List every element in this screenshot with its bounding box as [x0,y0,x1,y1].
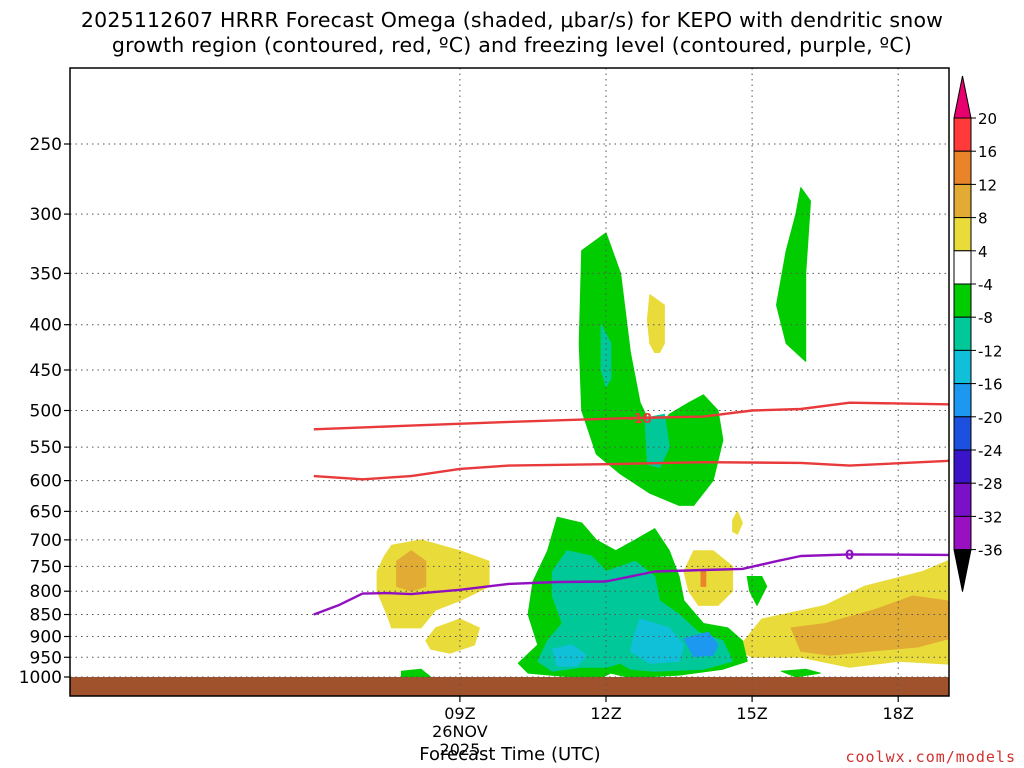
colorbar-swatch [953,349,972,385]
y-tick-label: 1000 [19,668,62,688]
omega-region [746,576,768,606]
colorbar-label: -36 [978,542,1003,560]
y-tick-label: 550 [30,438,62,458]
colorbar-label: -28 [978,475,1003,493]
chart-title-line-1: 2025112607 HRRR Forecast Omega (shaded, … [80,8,944,32]
x-tick-label: 09Z [444,704,475,723]
colorbar-swatch [953,217,972,252]
omega-region [776,187,811,362]
x-axis-ticks: 09Z26NOV202512Z15Z18Z21Z00Z27NOV [432,696,914,759]
omega-region [551,644,587,667]
x-tick-label: 12Z [590,704,621,723]
omega-region [646,294,665,353]
colorbar-label: -12 [978,342,1003,360]
colorbar-label: -4 [978,276,993,294]
x-axis-label: Forecast Time (UTC) [419,744,601,765]
colorbar-swatch [953,449,972,484]
colorbar-label: -8 [978,309,993,327]
omega-region [732,510,743,535]
omega-shading [376,187,1024,679]
colorbar-label: 12 [978,176,997,194]
omega-region [790,595,949,656]
contour-lines: -18-18-120 [313,401,949,616]
colorbar-swatch [953,515,972,551]
x-tick-date: 26NOV [432,722,488,741]
y-tick-label: 800 [30,582,62,602]
colorbar-swatch [953,482,972,517]
y-tick-label: 500 [30,402,62,422]
chart-grid [70,68,949,696]
colorbar-label: 4 [978,243,988,261]
x-tick-label: 18Z [883,704,914,723]
y-tick-label: 750 [30,557,62,577]
omega-region [644,413,670,469]
colorbar-label: -24 [978,442,1003,460]
isotherm-line [313,459,949,481]
omega-region [629,618,685,664]
omega-region [683,550,734,606]
y-tick-label: 400 [30,316,62,336]
isotherm-line [313,553,949,616]
y-tick-label: 850 [30,606,62,626]
colorbar-label: -20 [978,409,1003,427]
colorbar-swatch [953,183,972,219]
y-tick-label: 650 [30,502,62,522]
omega-region [780,668,821,678]
colorbar-swatch [953,250,972,285]
credit-link[interactable]: coolwx.com/models [845,748,1016,766]
colorbar-swatch [953,150,972,185]
omega-region [425,618,480,654]
colorbar-label: 16 [978,143,997,161]
y-axis-ticks: 2503003504004505005506006507007508008509… [19,135,70,688]
colorbar-swatch [953,117,972,152]
colorbar-label: 8 [978,210,988,228]
colorbar-label: 20 [978,110,997,128]
omega-region [1015,551,1024,672]
colorbar: 20 16 12 8 4 -4 -8 -12 -16 -20 -24 -28 -32 -36 [953,75,1003,592]
colorbar-swatch [953,416,972,451]
x-tick-label: 15Z [736,704,767,723]
omega-region [700,571,707,587]
colorbar-swatch [953,383,972,418]
isotherm-label: 0 [845,548,854,563]
isotherm-label: -18 [628,412,652,427]
chart-title-line-2: growth region (contoured, red, ºC) and f… [111,33,913,57]
y-tick-label: 350 [30,264,62,284]
y-tick-label: 700 [30,531,62,551]
y-tick-label: 250 [30,135,62,155]
omega-region [396,550,427,592]
colorbar-label: -32 [978,508,1003,526]
omega-region [578,232,724,506]
x-tick-year: 2025 [440,740,481,759]
isotherm-line [313,401,949,431]
y-tick-label: 300 [30,205,62,225]
colorbar-swatch [953,316,972,351]
omega-region [600,324,612,388]
y-tick-label: 950 [30,648,62,668]
colorbar-arrow-bottom [953,549,972,592]
colorbar-swatch [953,283,972,318]
colorbar-arrow-top [953,75,972,119]
y-tick-label: 600 [30,472,62,492]
plot-frame [69,67,950,697]
omega-region [683,631,719,657]
y-tick-label: 900 [30,627,62,647]
y-tick-label: 450 [30,361,62,381]
colorbar-label: -16 [978,376,1003,394]
terrain-ground [70,677,949,696]
